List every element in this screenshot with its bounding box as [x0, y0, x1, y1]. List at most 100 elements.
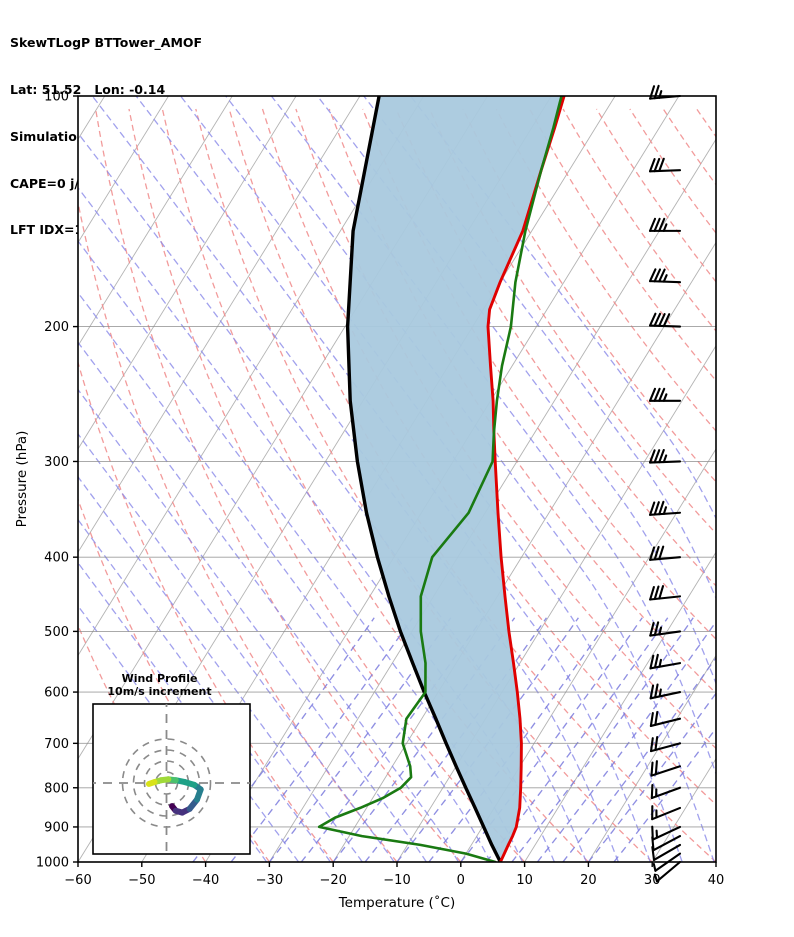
y-tick-label: 500: [44, 625, 69, 640]
wind-barb-column: [648, 84, 682, 883]
x-tick-label: −20: [319, 873, 346, 888]
x-tick-label: 0: [457, 873, 465, 888]
moist-adiabat-line: [78, 132, 588, 862]
wind-barb: [648, 268, 682, 284]
mixing-ratio-line: [268, 617, 452, 862]
hodograph-segment: [145, 779, 158, 787]
wind-barb: [649, 545, 682, 561]
wind-barb: [648, 157, 682, 173]
x-tick-label: −40: [192, 873, 219, 888]
moist-adiabat-line: [78, 388, 427, 862]
header-location: Lat: 51.52 Lon: -0.14: [10, 81, 166, 97]
dry-adiabat-line: [228, 108, 716, 862]
wind-barb: [648, 312, 682, 328]
dewpoint-profile-curve: [317, 96, 563, 862]
moist-adiabat-line: [180, 96, 683, 862]
x-tick-label: 40: [708, 873, 725, 888]
x-tick-label: −30: [256, 873, 283, 888]
wind-barb: [648, 448, 682, 464]
inset-title-line2: 10m/s increment: [107, 685, 211, 698]
moist-adiabat-line: [270, 96, 716, 776]
wind-barb: [649, 710, 682, 727]
moist-adiabat-line: [78, 475, 363, 862]
mixing-ratio-line: [364, 617, 548, 862]
isotherm-line: [715, 861, 716, 862]
mixing-ratio-line: [536, 620, 716, 862]
isotherm-line: [460, 448, 716, 862]
moist-adiabat-line: [91, 96, 619, 862]
y-tick-label: 800: [44, 781, 69, 796]
mixing-ratio-line: [613, 727, 716, 862]
shaded-area-temperature-parcel: [347, 96, 565, 862]
wind-barb: [649, 653, 682, 670]
dry-adiabat-line: [78, 199, 398, 862]
mixing-ratio-line: [511, 617, 694, 862]
y-tick-label: 900: [44, 820, 69, 835]
moist-adiabat-line: [316, 96, 716, 686]
isotherm-line: [780, 96, 794, 862]
wind-barb: [653, 860, 682, 883]
y-tick-label: 400: [44, 551, 69, 566]
y-tick-label: 200: [44, 320, 69, 335]
header-title: SkewTLogP BTTower_AMOF: [10, 35, 203, 51]
dry-adiabat-line: [428, 108, 716, 535]
x-tick-label: 30: [644, 873, 661, 888]
temperature-profile-curve: [486, 96, 566, 862]
moist-adiabat-line: [363, 96, 716, 600]
y-tick-label: 600: [44, 686, 69, 701]
isotherm-line: [332, 241, 716, 862]
dry-adiabat-line: [730, 109, 794, 607]
isotherm-line: [78, 96, 425, 657]
mixing-ratio-line: [230, 617, 414, 862]
wind-barb: [649, 621, 682, 637]
wind-barb: [649, 735, 682, 753]
x-tick-label: 20: [580, 873, 597, 888]
wind-barb: [650, 760, 682, 777]
x-tick-label: −60: [64, 873, 91, 888]
cape-shaded-region: [347, 96, 565, 862]
y-axis-label: Pressure (hPa): [14, 431, 30, 528]
dry-adiabat-line: [94, 108, 462, 862]
wind-barb: [649, 585, 682, 601]
moist-adiabat-line: [78, 341, 459, 862]
x-axis-label: Temperature (˚C): [338, 894, 456, 911]
axes: −60 −50 −40 −30 −20 −10 0 10 20 30 40 100 200 300 400 5…: [14, 90, 724, 912]
y-tick-label: 300: [44, 455, 69, 470]
y-tick-label: 100: [44, 90, 69, 105]
isotherm-line: [524, 551, 716, 862]
mixing-ratio-line: [300, 617, 484, 862]
wind-barb: [651, 805, 682, 821]
parcel-path-curve: [345, 96, 503, 862]
dry-adiabat-line: [195, 108, 653, 862]
wind-barb: [649, 683, 682, 700]
dry-adiabat-line: [495, 108, 716, 432]
isotherm-line: [78, 96, 169, 244]
wind-barb: [651, 825, 682, 841]
dry-adiabat-line: [362, 108, 716, 641]
isotherm-line: [78, 96, 297, 450]
mixing-ratio-line: [332, 617, 516, 862]
mixing-ratio-line: [587, 692, 716, 862]
wind-barb: [650, 783, 682, 800]
y-tick-label: 1000: [36, 856, 69, 871]
isotherm-line: [269, 138, 716, 862]
x-tick-label: −10: [383, 873, 410, 888]
wind-barb: [649, 500, 682, 516]
dry-adiabat-line: [764, 109, 794, 583]
inset-title-line1: Wind Profile: [122, 672, 198, 685]
y-tick-label: 700: [44, 737, 69, 752]
hodograph: [93, 704, 250, 854]
mixing-ratio-line: [562, 656, 716, 862]
wind-barb: [648, 387, 682, 402]
wind-barb: [648, 217, 682, 232]
x-tick-label: 10: [516, 873, 533, 888]
moist-adiabat-line: [78, 432, 395, 862]
moist-adiabat-line: [78, 518, 332, 862]
profile-curves: [317, 96, 566, 862]
isotherm-line: [78, 96, 361, 554]
moist-adiabat-line: [78, 561, 300, 862]
isotherm-line: [78, 96, 233, 347]
